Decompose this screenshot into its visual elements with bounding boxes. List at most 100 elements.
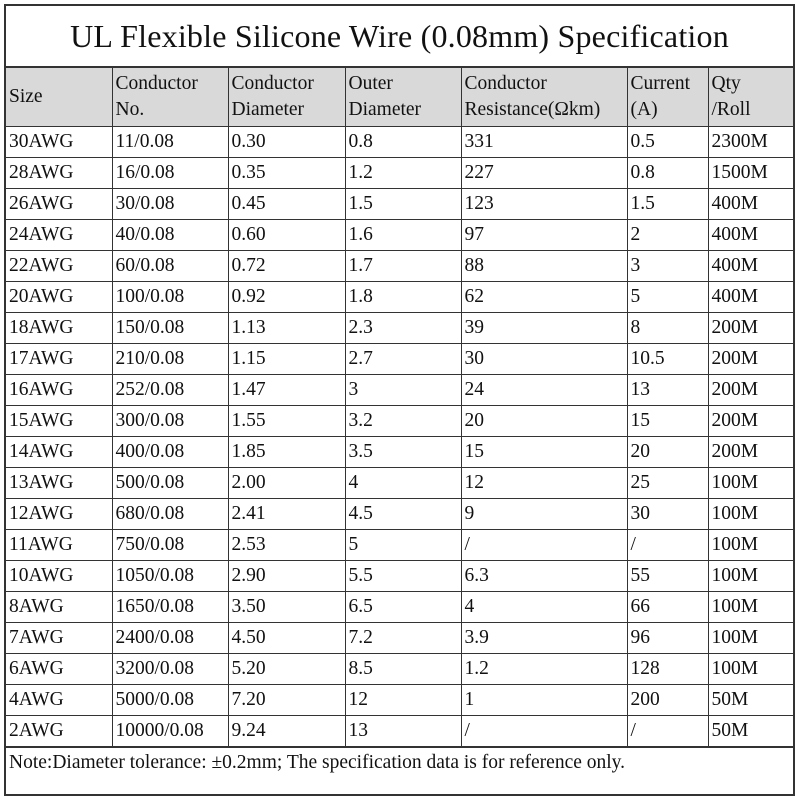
cell-conductor-no: 11/0.08 bbox=[111, 126, 229, 158]
table-row: 13AWG 500/0.08 2.00 4 12 25 100M bbox=[6, 467, 793, 499]
cell-size: 4AWG bbox=[6, 684, 113, 716]
cell-outer-diameter: 4.5 bbox=[344, 498, 462, 530]
table-row: 20AWG 100/0.08 0.92 1.8 62 5 400M bbox=[6, 281, 793, 313]
cell-conductor-resistance: 97 bbox=[460, 219, 628, 251]
column-header-conductor-diameter: Conductor Diameter bbox=[227, 68, 346, 127]
column-header-qty-per-roll: Qty/Roll bbox=[707, 68, 793, 127]
cell-qty-per-roll: 200M bbox=[707, 436, 793, 468]
cell-outer-diameter: 5.5 bbox=[344, 560, 462, 592]
cell-outer-diameter: 1.7 bbox=[344, 250, 462, 282]
column-header-outer-diameter: Outer Diameter bbox=[344, 68, 462, 127]
cell-conductor-diameter: 7.20 bbox=[227, 684, 346, 716]
cell-conductor-resistance: / bbox=[460, 715, 628, 747]
cell-qty-per-roll: 100M bbox=[707, 560, 793, 592]
cell-current: / bbox=[626, 529, 709, 561]
cell-conductor-resistance: 39 bbox=[460, 312, 628, 344]
column-header-line1: Size bbox=[9, 86, 43, 107]
cell-outer-diameter: 2.7 bbox=[344, 343, 462, 375]
cell-outer-diameter: 1.5 bbox=[344, 188, 462, 220]
cell-qty-per-roll: 200M bbox=[707, 343, 793, 375]
cell-qty-per-roll: 50M bbox=[707, 684, 793, 716]
cell-conductor-no: 100/0.08 bbox=[111, 281, 229, 313]
cell-conductor-diameter: 1.85 bbox=[227, 436, 346, 468]
cell-conductor-diameter: 1.15 bbox=[227, 343, 346, 375]
column-header-line1: Conductor bbox=[231, 73, 314, 94]
cell-current: 128 bbox=[626, 653, 709, 685]
cell-current: 55 bbox=[626, 560, 709, 592]
cell-conductor-diameter: 1.13 bbox=[227, 312, 346, 344]
cell-outer-diameter: 5 bbox=[344, 529, 462, 561]
column-header-current: Current (A) bbox=[626, 68, 709, 127]
cell-conductor-diameter: 3.50 bbox=[227, 591, 346, 623]
cell-conductor-diameter: 2.53 bbox=[227, 529, 346, 561]
cell-conductor-no: 750/0.08 bbox=[111, 529, 229, 561]
cell-size: 22AWG bbox=[6, 250, 113, 282]
cell-conductor-diameter: 0.30 bbox=[227, 126, 346, 158]
table-row: 18AWG 150/0.08 1.13 2.3 39 8 200M bbox=[6, 312, 793, 344]
column-header-conductor-no: Conductor No. bbox=[111, 68, 229, 127]
cell-outer-diameter: 3 bbox=[344, 374, 462, 406]
column-header-conductor-resistance: Conductor Resistance(Ωkm) bbox=[460, 68, 628, 127]
cell-size: 6AWG bbox=[6, 653, 113, 685]
table-row: 11AWG 750/0.08 2.53 5//100M bbox=[6, 529, 793, 561]
cell-conductor-no: 1650/0.08 bbox=[111, 591, 229, 623]
cell-conductor-no: 300/0.08 bbox=[111, 405, 229, 437]
cell-current: 5 bbox=[626, 281, 709, 313]
cell-qty-per-roll: 100M bbox=[707, 467, 793, 499]
cell-conductor-diameter: 0.45 bbox=[227, 188, 346, 220]
column-header-line2: Resistance(Ωkm) bbox=[464, 99, 601, 120]
cell-current: 3 bbox=[626, 250, 709, 282]
cell-outer-diameter: 3.5 bbox=[344, 436, 462, 468]
cell-conductor-resistance: 15 bbox=[460, 436, 628, 468]
cell-conductor-diameter: 1.55 bbox=[227, 405, 346, 437]
cell-conductor-no: 680/0.08 bbox=[111, 498, 229, 530]
cell-outer-diameter: 1.8 bbox=[344, 281, 462, 313]
cell-current: / bbox=[626, 715, 709, 747]
cell-size: 13AWG bbox=[6, 467, 113, 499]
cell-size: 14AWG bbox=[6, 436, 113, 468]
cell-size: 28AWG bbox=[6, 157, 113, 189]
column-header-line1: Outer bbox=[348, 73, 393, 94]
cell-outer-diameter: 0.8 bbox=[344, 126, 462, 158]
cell-conductor-diameter: 2.41 bbox=[227, 498, 346, 530]
cell-qty-per-roll: 400M bbox=[707, 188, 793, 220]
cell-conductor-resistance: 331 bbox=[460, 126, 628, 158]
cell-outer-diameter: 1.6 bbox=[344, 219, 462, 251]
cell-current: 200 bbox=[626, 684, 709, 716]
cell-outer-diameter: 6.5 bbox=[344, 591, 462, 623]
cell-conductor-resistance: 20 bbox=[460, 405, 628, 437]
table-row: 17AWG 210/0.08 1.15 2.7 30 10.5 200M bbox=[6, 343, 793, 375]
cell-conductor-resistance: 24 bbox=[460, 374, 628, 406]
cell-outer-diameter: 7.2 bbox=[344, 622, 462, 654]
cell-conductor-resistance: 9 bbox=[460, 498, 628, 530]
cell-outer-diameter: 12 bbox=[344, 684, 462, 716]
cell-size: 12AWG bbox=[6, 498, 113, 530]
footnote: Note:Diameter tolerance: ±0.2mm; The spe… bbox=[6, 747, 793, 776]
cell-qty-per-roll: 200M bbox=[707, 405, 793, 437]
spec-table: Size Conductor No. Conductor Diameter Outer Di… bbox=[6, 68, 793, 747]
cell-conductor-no: 1050/0.08 bbox=[111, 560, 229, 592]
cell-conductor-no: 2400/0.08 bbox=[111, 622, 229, 654]
cell-conductor-no: 400/0.08 bbox=[111, 436, 229, 468]
cell-conductor-no: 16/0.08 bbox=[111, 157, 229, 189]
cell-conductor-resistance: 4 bbox=[460, 591, 628, 623]
cell-qty-per-roll: 200M bbox=[707, 374, 793, 406]
column-header-line1: Qty bbox=[711, 73, 741, 94]
cell-current: 25 bbox=[626, 467, 709, 499]
cell-conductor-diameter: 9.24 bbox=[227, 715, 346, 747]
column-header-size: Size bbox=[6, 68, 113, 127]
table-header: Size Conductor No. Conductor Diameter Outer Di… bbox=[6, 68, 793, 127]
table-row: 2AWG 10000/0.08 9.24 13//50M bbox=[6, 715, 793, 747]
cell-current: 30 bbox=[626, 498, 709, 530]
column-header-line1: Current bbox=[630, 73, 691, 94]
cell-current: 1.5 bbox=[626, 188, 709, 220]
cell-qty-per-roll: 100M bbox=[707, 498, 793, 530]
cell-qty-per-roll: 100M bbox=[707, 591, 793, 623]
cell-current: 8 bbox=[626, 312, 709, 344]
cell-conductor-diameter: 0.60 bbox=[227, 219, 346, 251]
cell-qty-per-roll: 100M bbox=[707, 529, 793, 561]
cell-size: 26AWG bbox=[6, 188, 113, 220]
cell-conductor-diameter: 5.20 bbox=[227, 653, 346, 685]
table-row: 6AWG 3200/0.08 5.20 8.5 1.2 128 100M bbox=[6, 653, 793, 685]
cell-qty-per-roll: 400M bbox=[707, 281, 793, 313]
